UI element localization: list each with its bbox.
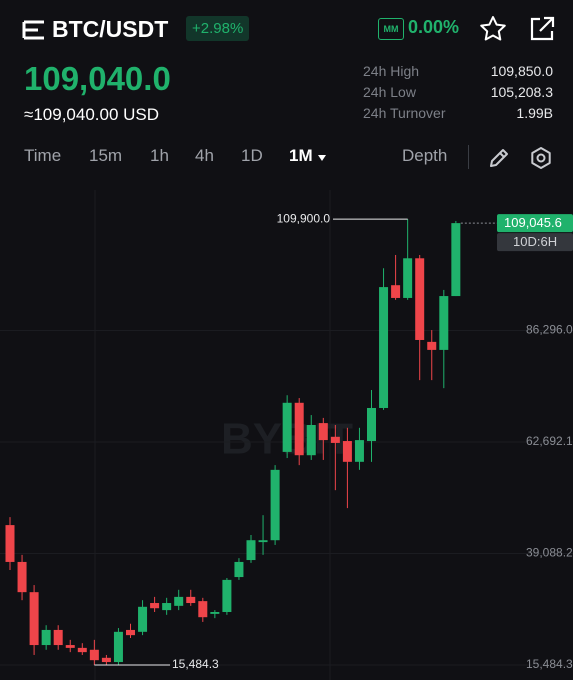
candle-body	[174, 596, 184, 606]
change-badge: +2.98%	[186, 16, 250, 41]
candle-body	[198, 601, 208, 618]
countdown-tag	[497, 233, 573, 252]
mm-icon[interactable]: MM	[378, 18, 404, 40]
candle-body	[150, 603, 160, 609]
stat-value: 109,850.0	[490, 63, 553, 79]
stat-label: 24h Low	[363, 84, 416, 100]
last-price: 109,040.0	[24, 60, 171, 97]
candle-body	[65, 645, 75, 648]
menu-icon[interactable]	[22, 19, 46, 41]
tab[interactable]: 1h	[150, 146, 169, 165]
candle-body	[439, 296, 449, 350]
candle-body	[246, 540, 256, 561]
candle-body	[270, 469, 280, 541]
candle-body	[379, 287, 389, 408]
stat-value: 1.99B	[516, 105, 553, 121]
tab[interactable]: 4h	[195, 146, 214, 165]
high-label: 109,900.0	[277, 211, 331, 225]
stat-label: 24h Turnover	[363, 105, 446, 121]
dropdown-icon[interactable]	[317, 154, 327, 162]
y-tick-label: 86,296.0	[526, 323, 573, 337]
star-icon[interactable]	[479, 15, 507, 43]
candle-body	[354, 440, 364, 462]
candle-body	[222, 579, 232, 612]
pencil-icon[interactable]	[487, 146, 511, 170]
candle-body	[234, 561, 244, 578]
candle-body	[17, 561, 27, 593]
mm-rate: 0.00%	[408, 17, 460, 37]
y-tick-label: 62,692.1	[526, 434, 573, 448]
countdown-label: 10D:6H	[513, 234, 557, 249]
candle-body	[77, 647, 87, 653]
tab[interactable]: 1D	[241, 146, 263, 165]
candle-body	[282, 402, 292, 452]
last-price-tag	[497, 214, 573, 233]
candle-body	[162, 603, 172, 611]
candle-body	[415, 258, 425, 340]
candle-body	[294, 402, 304, 456]
symbol[interactable]: BTC/USDT	[52, 16, 169, 42]
candle-body	[318, 423, 328, 441]
candle-body	[306, 424, 316, 456]
candle-body	[403, 258, 413, 298]
stat-label: 24h High	[363, 63, 420, 79]
candle-body	[138, 606, 148, 632]
candle-body	[342, 441, 352, 462]
candle-body	[41, 629, 51, 646]
separator	[468, 145, 469, 169]
y-tick-label: 15,484.3	[526, 657, 573, 671]
candle-body	[89, 649, 99, 661]
candle-body	[5, 525, 15, 562]
candle-body	[330, 436, 340, 443]
share-icon[interactable]	[528, 15, 556, 43]
y-tick-label: 39,088.2	[526, 546, 573, 560]
candle-body	[53, 629, 63, 646]
last-price-label: 109,045.6	[504, 215, 562, 230]
tab-active[interactable]: 1M	[289, 146, 313, 165]
candle-body	[427, 341, 437, 350]
candle-body	[451, 223, 461, 297]
low-label: 15,484.3	[172, 657, 219, 671]
settings-icon[interactable]	[529, 146, 553, 170]
usd-price: ≈109,040.00 USD	[24, 105, 160, 124]
candle-body	[391, 285, 401, 298]
candle-body	[101, 657, 111, 663]
candle-body	[126, 629, 135, 636]
candle-body	[367, 407, 376, 442]
candle-body	[258, 540, 268, 543]
stat-value: 105,208.3	[490, 84, 553, 100]
candle-body	[113, 631, 123, 663]
tab[interactable]: 15m	[89, 146, 123, 165]
tab[interactable]: Time	[24, 146, 62, 165]
candle-body	[186, 596, 196, 604]
chart: BYBIT15,484.339,088.262,692.186,296.0109…	[0, 190, 573, 680]
candle-body	[210, 611, 220, 614]
candle-body	[29, 592, 39, 646]
tab[interactable]: Depth	[402, 146, 448, 165]
